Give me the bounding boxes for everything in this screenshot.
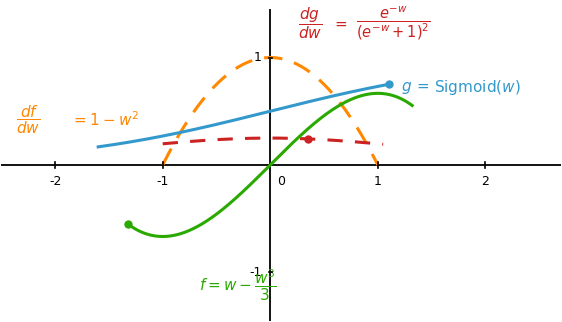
Text: -1: -1 bbox=[156, 175, 169, 188]
Text: $\dfrac{e^{-w}}{\left(e^{-w}+1\right)^2}$: $\dfrac{e^{-w}}{\left(e^{-w}+1\right)^2}… bbox=[356, 4, 432, 42]
Text: $f = w - \dfrac{w^3}{3}$: $f = w - \dfrac{w^3}{3}$ bbox=[199, 268, 277, 303]
Text: $= 1 - w^2$: $= 1 - w^2$ bbox=[71, 110, 139, 129]
Text: 1: 1 bbox=[374, 175, 382, 188]
Text: 2: 2 bbox=[482, 175, 490, 188]
Text: 0: 0 bbox=[277, 175, 285, 188]
Text: $\mathsf{Sigmoid}(w)$: $\mathsf{Sigmoid}(w)$ bbox=[434, 78, 520, 97]
Text: -1: -1 bbox=[250, 266, 262, 279]
Text: 1: 1 bbox=[254, 51, 262, 64]
Text: -2: -2 bbox=[49, 175, 61, 188]
Text: $\dfrac{df}{dw}$: $\dfrac{df}{dw}$ bbox=[16, 103, 40, 136]
Text: $\dfrac{dg}{dw}$: $\dfrac{dg}{dw}$ bbox=[298, 5, 322, 41]
Text: $g\,{=}$: $g\,{=}$ bbox=[401, 80, 430, 96]
Text: $=$: $=$ bbox=[332, 16, 348, 31]
